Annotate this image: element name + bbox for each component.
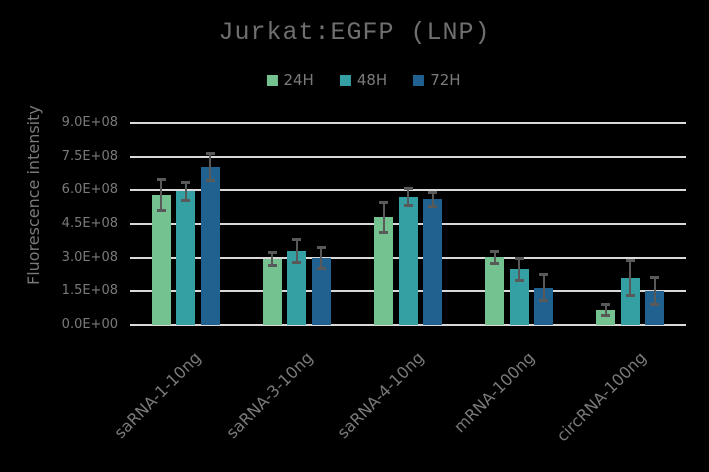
error-bar-cap: [625, 293, 635, 297]
y-tick-label: 4.5E+08: [61, 216, 118, 231]
legend-item-72H: 72H: [413, 71, 461, 89]
error-bar-line: [604, 304, 607, 316]
error-bar-cap: [539, 299, 549, 303]
bar-mRNA-100ng-24H: [485, 257, 505, 325]
error-bar-cap: [403, 204, 413, 208]
error-bar-line: [295, 239, 298, 263]
error-bar-cap: [316, 266, 326, 270]
error-bar-line: [184, 182, 187, 201]
error-bar-cap: [403, 187, 413, 191]
bar-circRNA-100ng-24H: [596, 309, 616, 325]
bar-saRNA-1-10ng-72H: [200, 167, 220, 325]
bar-saRNA-1-10ng-48H: [176, 191, 196, 325]
error-bar-cap: [205, 179, 215, 183]
error-bar-cap: [181, 180, 191, 184]
legend-label: 48H: [356, 71, 388, 89]
bar-saRNA-4-10ng-48H: [398, 197, 418, 325]
error-bar-line: [271, 252, 274, 266]
error-bar-cap: [379, 200, 388, 204]
error-bar-cap: [267, 264, 277, 268]
legend-item-48H: 48H: [339, 71, 388, 89]
error-bar-line: [160, 179, 163, 211]
error-bar-cap: [428, 191, 437, 195]
chart-title: Jurkat:EGFP (LNP): [218, 18, 491, 47]
bar-circRNA-100ng-72H: [645, 291, 665, 325]
error-bar-cap: [205, 152, 215, 156]
error-bar-line: [542, 274, 545, 301]
x-axis-line: [130, 324, 686, 326]
error-bar-cap: [156, 178, 166, 182]
error-bar-cap: [514, 278, 524, 282]
error-bar-cap: [650, 276, 660, 280]
error-bar-cap: [292, 260, 302, 264]
y-tick-label: 0.0E+00: [61, 317, 118, 332]
error-bar-line: [209, 153, 212, 181]
error-bar-cap: [292, 238, 302, 242]
y-tick-label: 7.5E+08: [61, 148, 118, 164]
error-bar-line: [518, 258, 521, 281]
error-bar-cap: [514, 257, 524, 261]
y-tick-label: 9.0E+08: [61, 115, 118, 130]
bar-saRNA-3-10ng-72H: [311, 257, 331, 325]
y-tick-label: 3.0E+08: [61, 249, 118, 265]
error-bar-cap: [601, 314, 611, 318]
error-bar-cap: [181, 199, 191, 203]
chart-legend: 24H 48H 72H: [266, 71, 461, 89]
legend-swatch: [413, 74, 425, 86]
error-bar-line: [493, 251, 496, 264]
legend-swatch: [339, 74, 351, 86]
error-bar-cap: [379, 231, 388, 235]
bar-saRNA-3-10ng-48H: [287, 250, 307, 325]
error-bar-cap: [428, 204, 437, 208]
error-bar-cap: [601, 302, 611, 306]
error-bar-cap: [267, 251, 277, 254]
y-tick-label: 1.5E+08: [61, 283, 118, 299]
error-bar-line: [653, 277, 656, 305]
gridline: [130, 155, 686, 158]
legend-swatch: [266, 74, 278, 86]
error-bar-cap: [490, 249, 500, 253]
error-bar-cap: [156, 209, 166, 213]
gridline: [130, 122, 686, 124]
error-bar-cap: [539, 273, 549, 277]
bar-circRNA-100ng-48H: [620, 277, 640, 325]
error-bar-line: [407, 188, 409, 206]
bar-saRNA-4-10ng-24H: [374, 217, 393, 325]
error-bar-line: [382, 202, 385, 233]
legend-label: 24H: [283, 71, 314, 89]
bar-mRNA-100ng-72H: [534, 287, 554, 325]
y-tick-label: 6.0E+08: [61, 182, 118, 198]
error-bar-cap: [490, 261, 500, 265]
bar-saRNA-4-10ng-72H: [423, 199, 442, 325]
error-bar-cap: [316, 245, 326, 249]
legend-label: 72H: [430, 71, 461, 89]
bar-saRNA-1-10ng-24H: [151, 195, 171, 325]
bar-mRNA-100ng-48H: [509, 269, 529, 325]
legend-item-24H: 24H: [266, 71, 314, 89]
bar-saRNA-3-10ng-24H: [262, 259, 282, 325]
error-bar-line: [629, 260, 632, 296]
error-bar-line: [431, 192, 434, 207]
error-bar-cap: [650, 303, 660, 307]
error-bar-cap: [625, 258, 635, 262]
error-bar-line: [320, 247, 323, 269]
